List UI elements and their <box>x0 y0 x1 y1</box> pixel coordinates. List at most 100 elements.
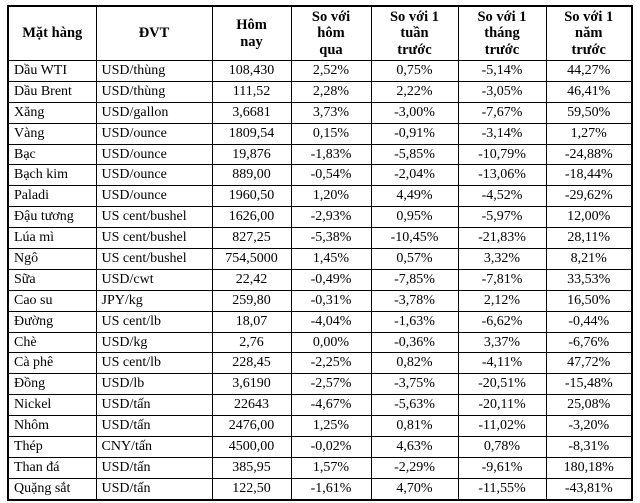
table-row: Nickel USD/tấn 22643 -4,67% -5,63% -20,11% 25,… <box>7 394 633 417</box>
vs-week-cell: 4,49% <box>370 185 459 208</box>
column-header-vs-yesterday: So với hôm qua <box>290 5 372 61</box>
vs-year-cell: 12,00% <box>545 206 633 229</box>
vs-year-cell: -3,20% <box>545 415 633 438</box>
vs-month-cell: -10,79% <box>457 143 547 166</box>
table-row: Sữa USD/cwt 22,42 -0,49% -7,85% -7,81% 33,53% <box>7 268 633 291</box>
commodity-name-cell: Thép <box>7 436 97 458</box>
vs-yesterday-cell: 2,52% <box>290 60 372 82</box>
vs-yesterday-cell: -1,61% <box>290 477 372 501</box>
unit-cell: US cent/bushel <box>95 227 213 250</box>
vs-year-cell: -0,44% <box>545 310 633 333</box>
today-price-cell: 1960,50 <box>211 185 292 208</box>
vs-week-cell: 0,75% <box>370 60 459 82</box>
vs-month-cell: -7,67% <box>457 101 547 124</box>
vs-month-cell: -3,14% <box>457 122 547 145</box>
table-row: Thép CNY/tấn 4500,00 -0,02% 4,63% 0,78% -8,31% <box>7 436 633 458</box>
vs-year-cell: 59,50% <box>545 101 633 124</box>
vs-yesterday-cell: 1,57% <box>290 456 372 479</box>
vs-year-cell: 1,27% <box>545 122 633 145</box>
vs-year-cell: 33,53% <box>545 268 633 291</box>
today-price-cell: 22643 <box>211 394 292 417</box>
vs-yesterday-cell: -2,57% <box>290 373 372 396</box>
table-row: Nhôm USD/tấn 2476,00 1,25% 0,81% -11,02% -3,20… <box>7 415 633 438</box>
table-row: Cao su JPY/kg 259,80 -0,31% -3,78% 2,12% 16,50… <box>7 289 633 312</box>
vs-year-cell: -18,44% <box>545 164 633 187</box>
column-header-vs-year: So với 1 năm trước <box>545 5 633 61</box>
unit-cell: USD/lb <box>95 373 213 396</box>
commodity-name-cell: Nickel <box>7 394 97 417</box>
vs-yesterday-cell: -0,02% <box>290 436 372 458</box>
header-row: Mặt hàng ĐVT Hôm nay So với hôm qua So v… <box>7 5 633 61</box>
unit-cell: USD/thùng <box>95 80 213 103</box>
vs-month-cell: -6,62% <box>457 310 547 333</box>
today-price-cell: 111,52 <box>211 80 292 103</box>
today-price-cell: 1626,00 <box>211 206 292 229</box>
vs-week-cell: -2,04% <box>370 164 459 187</box>
vs-yesterday-cell: 1,25% <box>290 415 372 438</box>
unit-cell: USD/tấn <box>95 394 213 417</box>
column-header-commodity: Mặt hàng <box>7 5 97 61</box>
commodity-name-cell: Đồng <box>7 373 97 396</box>
column-header-vs-month: So với 1 tháng trước <box>457 5 547 61</box>
vs-month-cell: -7,81% <box>457 268 547 291</box>
vs-year-cell: 16,50% <box>545 289 633 312</box>
vs-yesterday-cell: -0,54% <box>290 164 372 187</box>
vs-yesterday-cell: -5,38% <box>290 227 372 250</box>
column-header-vs-week: So với 1 tuần trước <box>370 5 459 61</box>
vs-week-cell: -1,63% <box>370 310 459 333</box>
today-price-cell: 889,00 <box>211 164 292 187</box>
table-row: Paladi USD/ounce 1960,50 1,20% 4,49% -4,52% -2… <box>7 185 633 208</box>
table-row: Đậu tương US cent/bushel 1626,00 -2,93% 0,95… <box>7 206 633 229</box>
vs-year-cell: 180,18% <box>545 456 633 479</box>
commodity-name-cell: Vàng <box>7 122 97 145</box>
vs-year-cell: -29,62% <box>545 185 633 208</box>
today-price-cell: 18,07 <box>211 310 292 333</box>
vs-week-cell: 4,70% <box>370 477 459 501</box>
vs-month-cell: -11,55% <box>457 477 547 501</box>
today-price-cell: 108,430 <box>211 60 292 82</box>
vs-month-cell: -5,14% <box>457 60 547 82</box>
unit-cell: US cent/lb <box>95 310 213 333</box>
commodity-name-cell: Nhôm <box>7 415 97 438</box>
today-price-cell: 3,6681 <box>211 101 292 124</box>
vs-month-cell: -20,11% <box>457 394 547 417</box>
vs-month-cell: 2,12% <box>457 289 547 312</box>
table-row: Xăng USD/gallon 3,6681 3,73% -3,00% -7,67% 59,… <box>7 101 633 124</box>
vs-month-cell: -9,61% <box>457 456 547 479</box>
unit-cell: US cent/bushel <box>95 206 213 229</box>
vs-week-cell: -3,78% <box>370 289 459 312</box>
vs-week-cell: -2,29% <box>370 456 459 479</box>
unit-cell: USD/ounce <box>95 185 213 208</box>
commodity-name-cell: Cà phê <box>7 352 97 375</box>
column-header-today: Hôm nay <box>211 5 292 61</box>
commodity-name-cell: Quặng sắt <box>7 477 97 501</box>
vs-month-cell: 0,78% <box>457 436 547 458</box>
today-price-cell: 754,5000 <box>211 248 292 270</box>
vs-month-cell: -3,05% <box>457 80 547 103</box>
vs-yesterday-cell: -0,31% <box>290 289 372 312</box>
table-row: Chè USD/kg 2,76 0,00% -0,36% 3,37% -6,76% <box>7 331 633 354</box>
today-price-cell: 2,76 <box>211 331 292 354</box>
commodity-name-cell: Đậu tương <box>7 206 97 229</box>
vs-week-cell: 0,57% <box>370 248 459 270</box>
vs-year-cell: 47,72% <box>545 352 633 375</box>
vs-week-cell: 0,95% <box>370 206 459 229</box>
vs-week-cell: 2,22% <box>370 80 459 103</box>
vs-yesterday-cell: 1,45% <box>290 248 372 270</box>
vs-week-cell: -5,63% <box>370 394 459 417</box>
vs-yesterday-cell: -4,04% <box>290 310 372 333</box>
today-price-cell: 228,45 <box>211 352 292 375</box>
vs-yesterday-cell: -2,93% <box>290 206 372 229</box>
commodity-name-cell: Bạch kim <box>7 164 97 187</box>
commodity-name-cell: Lúa mì <box>7 227 97 250</box>
vs-year-cell: 25,08% <box>545 394 633 417</box>
column-header-unit: ĐVT <box>95 5 213 61</box>
today-price-cell: 2476,00 <box>211 415 292 438</box>
today-price-cell: 3,6190 <box>211 373 292 396</box>
vs-year-cell: -15,48% <box>545 373 633 396</box>
vs-year-cell: 46,41% <box>545 80 633 103</box>
unit-cell: USD/gallon <box>95 101 213 124</box>
today-price-cell: 259,80 <box>211 289 292 312</box>
unit-cell: US cent/bushel <box>95 248 213 270</box>
